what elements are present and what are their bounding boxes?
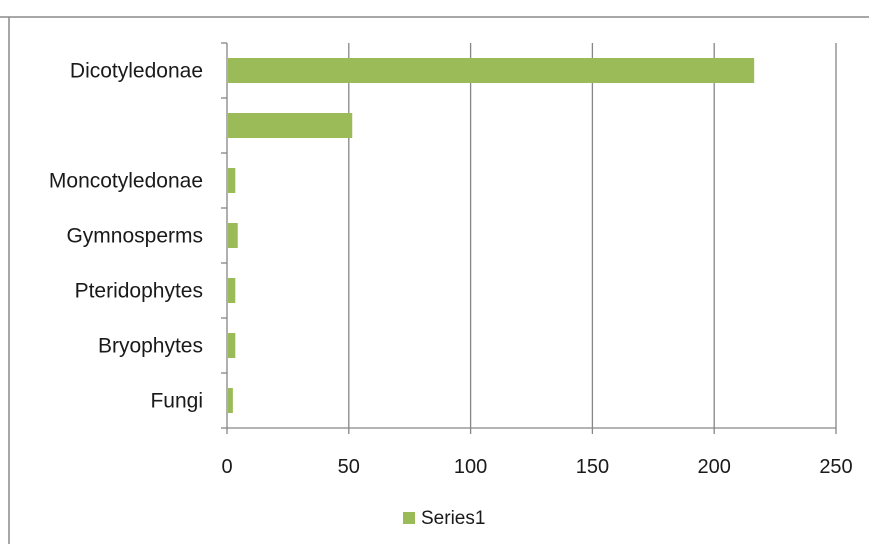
bar-pteridophytes [228, 278, 236, 303]
x-tick-label: 250 [819, 456, 852, 478]
category-label: Moncotyledonae [49, 170, 203, 193]
category-label: Fungi [150, 390, 203, 413]
x-tick-label: 0 [221, 456, 232, 478]
category-label: Pteridophytes [75, 280, 203, 303]
bar-bryophytes [228, 333, 236, 358]
bars [228, 58, 755, 413]
legend: Series1 [403, 508, 485, 529]
category-label: Bryophytes [98, 335, 203, 358]
chart-border [0, 16, 869, 544]
category-label: Dicotyledonae [70, 60, 203, 83]
gridlines [348, 43, 837, 428]
x-tick-label: 200 [698, 456, 731, 478]
bar-moncotyledonae [228, 168, 236, 193]
x-tick-label: 50 [338, 456, 360, 478]
axes [221, 42, 837, 434]
legend-label: Series1 [421, 508, 485, 529]
legend-swatch [403, 512, 415, 524]
category-label: Gymnosperms [66, 225, 203, 248]
bar-unlabeled [228, 113, 353, 138]
bar-fungi [228, 388, 233, 413]
x-tick-label: 100 [454, 456, 487, 478]
labels: 0 50 100 150 200 250 Fungi Bryophytes Pteridophy… [49, 60, 853, 479]
bar-dicotyledonae [228, 58, 755, 83]
bar-gymnosperms [228, 223, 238, 248]
x-tick-label: 150 [576, 456, 609, 478]
